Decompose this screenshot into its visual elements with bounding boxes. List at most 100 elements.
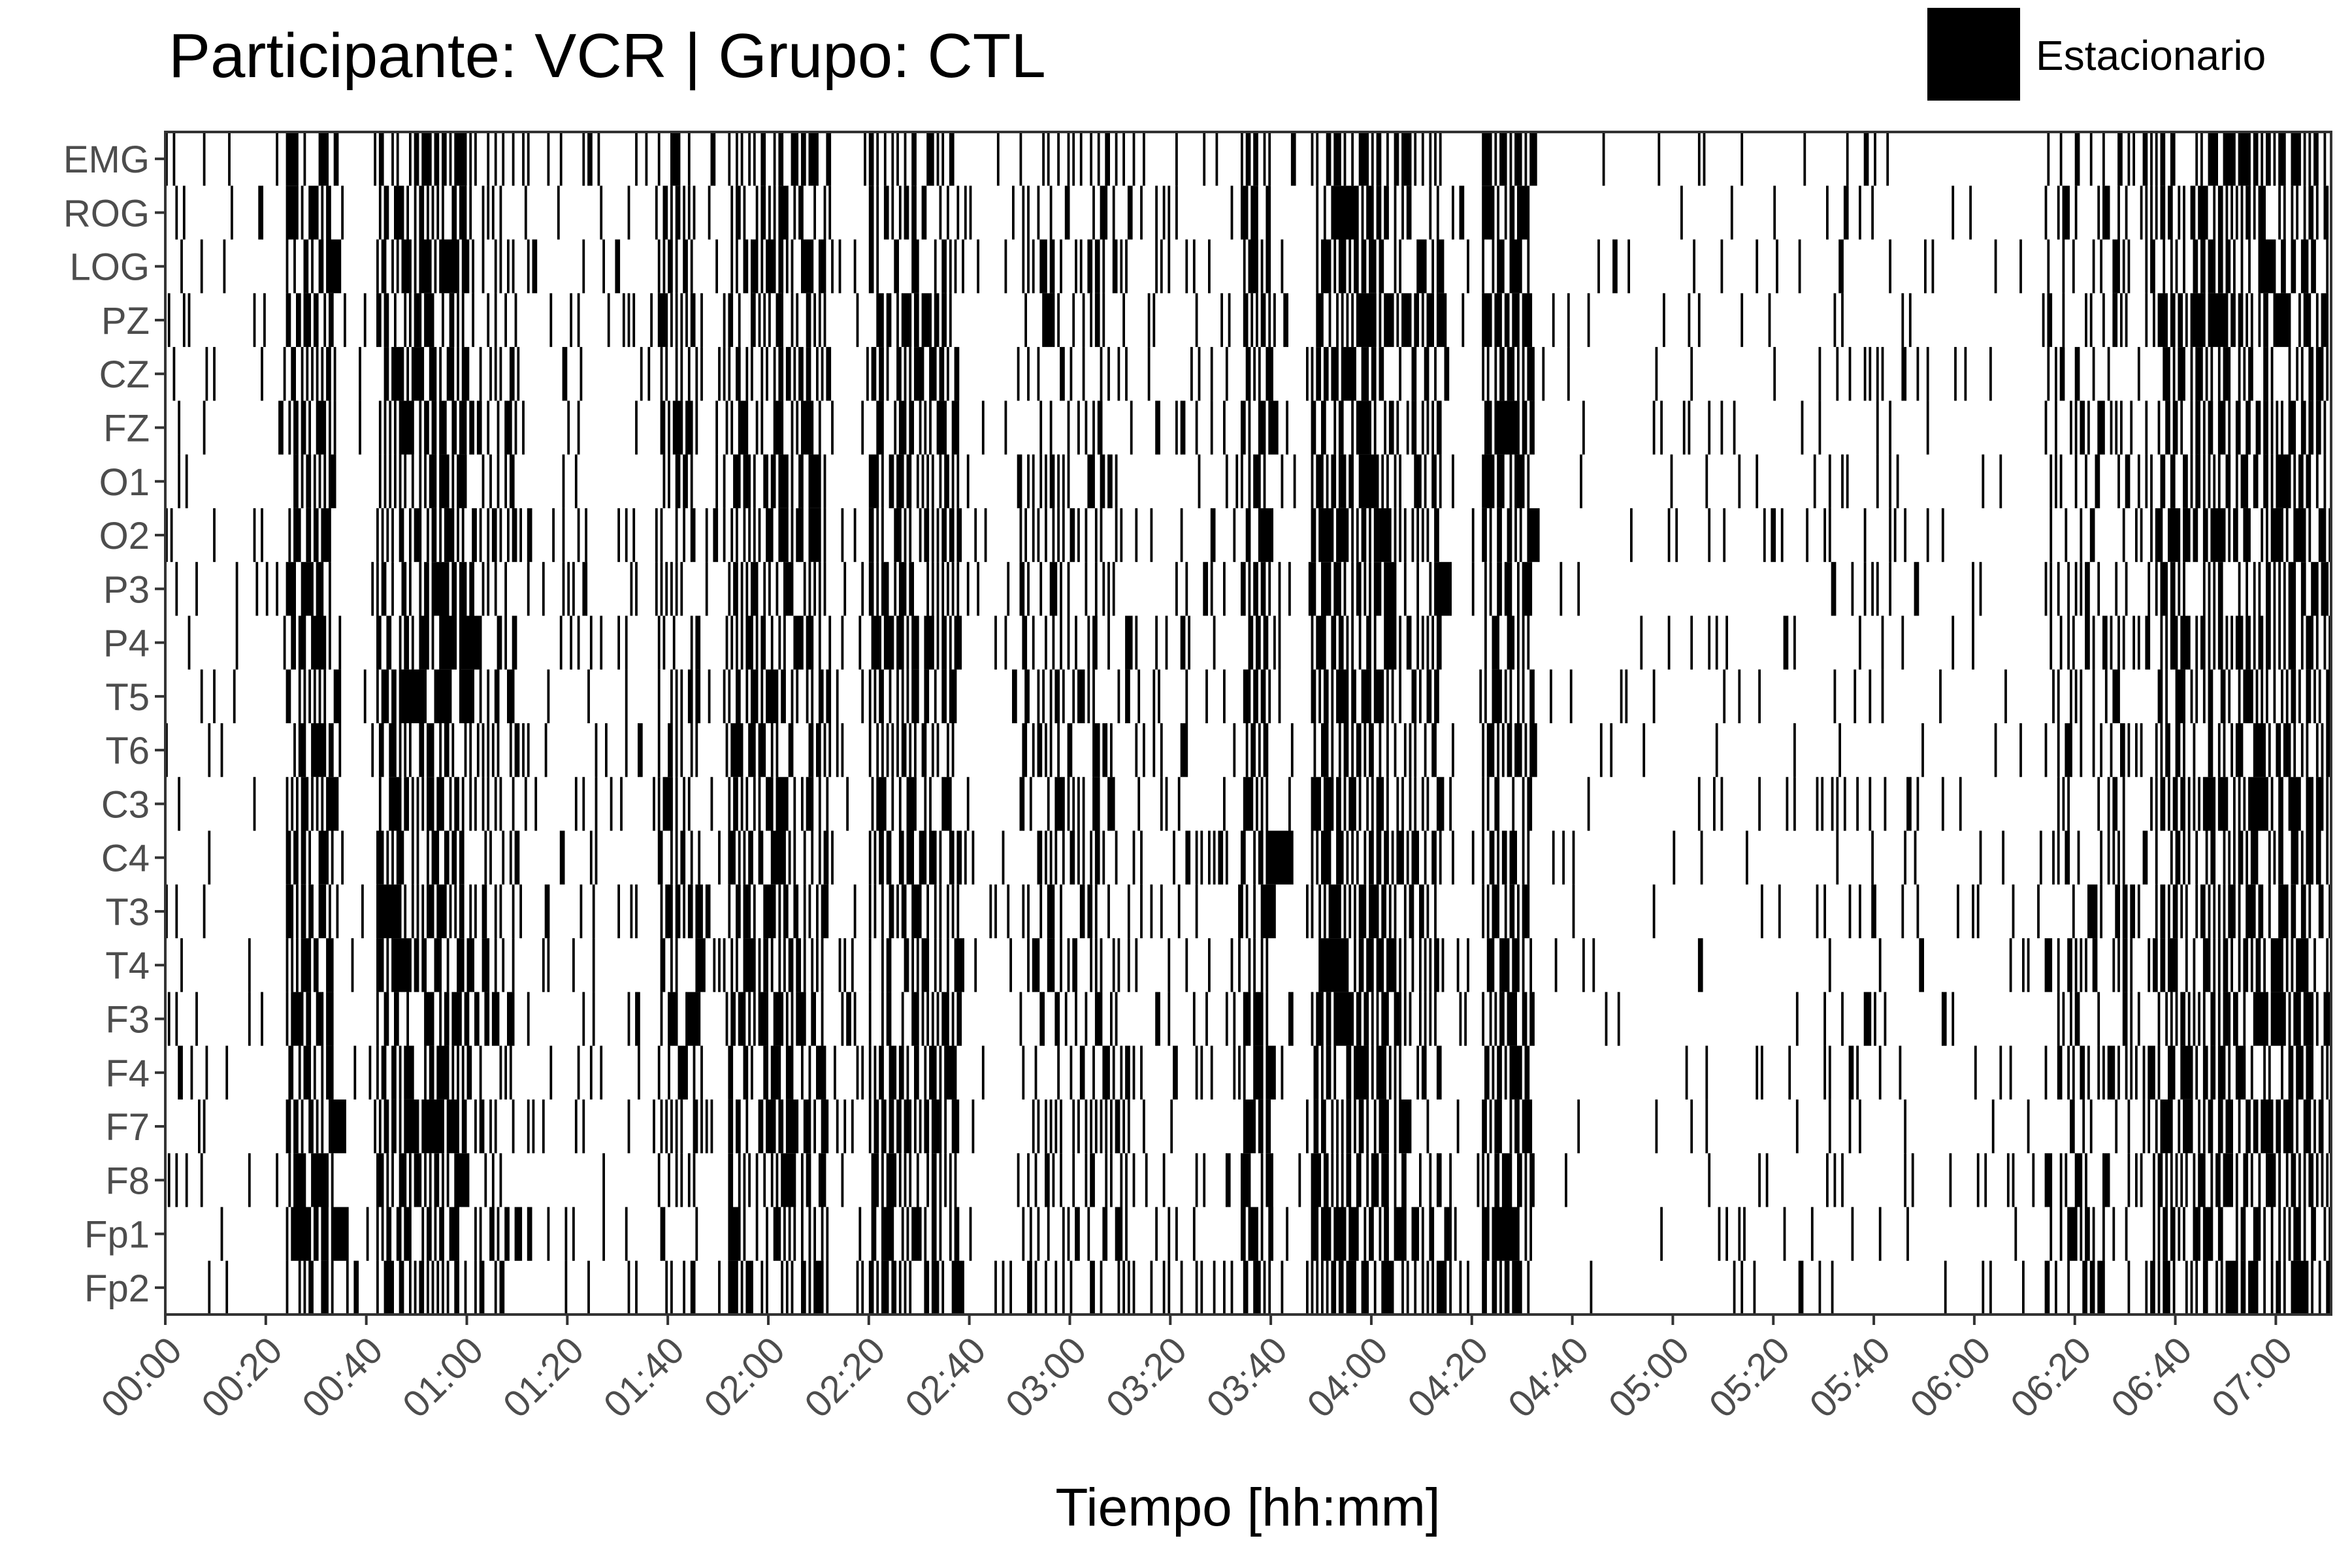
stationary-segment [2153, 1153, 2155, 1207]
stationary-segment [1524, 1045, 1530, 1100]
stationary-segment [818, 615, 821, 670]
stationary-segment [1100, 508, 1103, 563]
stationary-segment [1364, 562, 1367, 616]
stationary-segment [431, 508, 437, 563]
stationary-segment [743, 884, 751, 939]
stationary-segment [1803, 132, 1806, 186]
stationary-segment [1054, 992, 1060, 1046]
channel-row-f4 [178, 1045, 2329, 1100]
stationary-segment [2097, 400, 2105, 455]
stationary-segment [1509, 830, 1517, 885]
stationary-segment [763, 562, 766, 616]
stationary-segment [1512, 1260, 1522, 1315]
stationary-segment [1062, 1260, 1065, 1315]
stationary-segment [2240, 454, 2249, 508]
stationary-segment [911, 884, 922, 939]
stationary-segment [2213, 454, 2216, 508]
stationary-segment [1901, 615, 1904, 670]
stationary-segment [1263, 723, 1269, 777]
stationary-segment [497, 454, 500, 508]
stationary-segment [2308, 347, 2314, 401]
stationary-segment [668, 1153, 670, 1207]
stationary-segment [808, 1260, 811, 1315]
y-tick-label-f8: F8 [105, 1160, 150, 1202]
stationary-segment [296, 938, 299, 992]
stationary-segment [1419, 992, 1422, 1046]
stationary-segment [1027, 239, 1030, 293]
stationary-segment [1316, 186, 1319, 240]
stationary-segment [828, 615, 832, 670]
stationary-segment [2175, 723, 2181, 777]
stationary-segment [675, 562, 678, 616]
stationary-segment [2163, 347, 2170, 401]
stationary-segment [730, 723, 743, 777]
stationary-segment [446, 938, 449, 992]
stationary-segment [288, 1045, 294, 1100]
stationary-segment [2183, 508, 2191, 563]
channel-row-t3 [165, 884, 2331, 939]
stationary-segment [2137, 884, 2140, 939]
stationary-segment [587, 132, 593, 186]
stationary-segment [2193, 1207, 2200, 1261]
stationary-segment [2326, 938, 2329, 992]
stationary-segment [1160, 777, 1163, 831]
stationary-segment [736, 508, 738, 563]
stationary-segment [2238, 293, 2244, 348]
stationary-segment [2215, 1153, 2221, 1207]
stationary-segment [1361, 239, 1367, 293]
stationary-segment [454, 777, 459, 831]
stationary-segment [384, 347, 389, 401]
stationary-segment [316, 562, 324, 616]
stationary-segment [2145, 1260, 2148, 1315]
stationary-segment [868, 454, 879, 508]
stationary-segment [2115, 1099, 2118, 1154]
stationary-segment [941, 562, 945, 616]
stationary-segment [2208, 562, 2211, 616]
stationary-segment [1979, 830, 1982, 885]
stationary-segment [672, 615, 676, 670]
stationary-segment [1045, 1099, 1047, 1154]
stationary-segment [2291, 938, 2294, 992]
stationary-segment [298, 669, 301, 723]
stationary-segment [2318, 1260, 2321, 1315]
stationary-segment [1107, 884, 1110, 939]
stationary-segment [1245, 508, 1251, 563]
stationary-segment [2217, 884, 2221, 939]
stationary-segment [386, 1153, 389, 1207]
stationary-segment [730, 508, 734, 563]
stationary-segment [451, 1045, 455, 1100]
stationary-segment [700, 293, 703, 348]
stationary-segment [353, 1260, 359, 1315]
stationary-segment [1386, 454, 1389, 508]
stationary-segment [770, 1153, 774, 1207]
stationary-segment [1075, 239, 1077, 293]
stationary-segment [964, 830, 967, 885]
stationary-segment [1926, 508, 1929, 563]
stationary-segment [1358, 615, 1362, 670]
stationary-segment [1122, 1099, 1125, 1154]
stationary-segment [843, 1099, 847, 1154]
stationary-segment [1429, 562, 1432, 616]
stationary-segment [1806, 508, 1808, 563]
stationary-segment [2308, 1153, 2314, 1207]
stationary-segment [2137, 992, 2140, 1046]
stationary-segment [1338, 239, 1347, 293]
stationary-segment [394, 454, 397, 508]
stationary-segment [2012, 884, 2015, 939]
stationary-segment [1602, 132, 1605, 186]
stationary-segment [1245, 884, 1249, 939]
stationary-segment [524, 186, 527, 240]
stationary-segment [2089, 1260, 2095, 1315]
stationary-segment [2070, 400, 2072, 455]
stationary-segment [2202, 508, 2208, 563]
stationary-segment [1517, 884, 1520, 939]
stationary-segment [909, 562, 914, 616]
stationary-segment [2004, 669, 2007, 723]
stationary-segment [1434, 508, 1439, 563]
stationary-segment [2178, 1099, 2181, 1154]
stationary-segment [2253, 454, 2259, 508]
stationary-segment [889, 1045, 897, 1100]
stationary-segment [1869, 777, 1872, 831]
stationary-segment [921, 454, 924, 508]
stationary-segment [2228, 884, 2236, 939]
